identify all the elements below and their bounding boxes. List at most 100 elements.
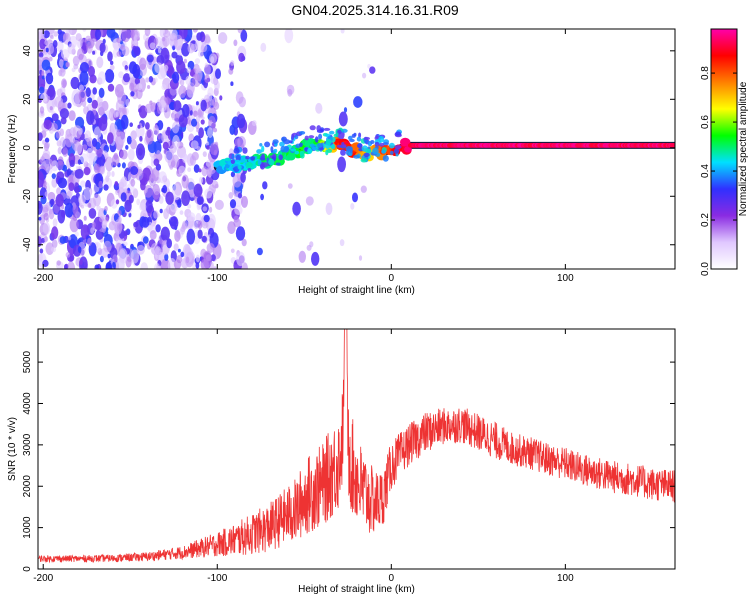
noise-blob	[102, 38, 106, 45]
noise-blob	[157, 133, 161, 140]
noise-blob	[195, 262, 200, 269]
noise-blob	[232, 174, 242, 188]
noise-blob	[230, 81, 234, 86]
noise-blob	[203, 214, 210, 223]
spectrogram-y-tick-label: 40	[22, 45, 33, 57]
noise-blob	[93, 163, 101, 174]
noise-blob	[77, 246, 82, 253]
noise-blob	[134, 77, 140, 85]
noise-blob	[153, 124, 159, 135]
noise-blob	[340, 29, 345, 34]
noise-blob	[176, 60, 186, 75]
noise-blob	[190, 140, 199, 150]
noise-blob	[125, 98, 130, 107]
noise-blob	[105, 156, 114, 172]
noise-blob	[83, 215, 87, 221]
ridge-scatter	[272, 139, 279, 145]
noise-blob	[350, 203, 355, 210]
noise-blob	[61, 78, 67, 89]
noise-blob	[68, 236, 72, 241]
noise-blob	[227, 221, 236, 235]
noise-blob	[114, 181, 119, 186]
noise-blob	[59, 128, 64, 137]
noise-blob	[213, 266, 217, 269]
noise-blob	[116, 222, 123, 232]
ridge-scatter	[323, 127, 331, 131]
noise-blob	[103, 240, 112, 253]
ridge-scatter	[363, 136, 370, 141]
noise-blob	[173, 34, 183, 51]
noise-blob	[145, 122, 150, 130]
noise-blob	[130, 30, 135, 38]
noise-blob	[153, 210, 159, 219]
noise-blob	[115, 199, 120, 205]
noise-blob	[187, 212, 196, 222]
snr-x-tick-label: -200	[33, 573, 53, 584]
noise-blob	[325, 202, 333, 215]
noise-blob	[130, 166, 139, 175]
noise-blob	[107, 132, 114, 145]
noise-blob	[72, 55, 80, 66]
noise-blob	[104, 205, 108, 212]
noise-blob	[187, 82, 195, 94]
noise-blob	[196, 146, 201, 151]
spectrogram-x-tick-label: 100	[557, 273, 574, 284]
noise-blob	[360, 185, 367, 193]
noise-blob	[130, 249, 140, 264]
noise-blob	[92, 138, 98, 147]
noise-blob	[116, 51, 122, 57]
noise-blob	[195, 101, 199, 106]
noise-blob	[219, 95, 223, 101]
noise-blob	[98, 116, 108, 132]
noise-blob	[101, 220, 108, 229]
noise-blob	[158, 171, 167, 184]
noise-blob	[96, 56, 104, 69]
noise-blob	[69, 217, 79, 233]
noise-blob	[136, 244, 145, 255]
noise-blob	[117, 210, 122, 217]
ridge-scatter	[311, 146, 319, 151]
noise-blob	[343, 107, 348, 113]
noise-blob	[91, 99, 99, 109]
noise-blob	[161, 29, 166, 34]
noise-blob	[42, 259, 49, 267]
ridge-scatter	[268, 158, 275, 166]
noise-blob	[145, 77, 150, 83]
snr-x-tick-label: -100	[207, 573, 227, 584]
noise-blob	[38, 52, 44, 58]
noise-blob	[315, 102, 323, 114]
noise-blob	[38, 253, 43, 262]
noise-blob	[99, 42, 106, 53]
noise-blob	[164, 253, 169, 261]
noise-blob	[163, 208, 170, 220]
ridge-scatter	[342, 144, 347, 148]
noise-blob	[38, 86, 45, 94]
spectrogram-x-tick-label: -100	[207, 273, 227, 284]
noise-blob	[155, 224, 161, 233]
noise-blob	[287, 88, 293, 97]
noise-blob	[305, 196, 314, 206]
ridge-scatter	[235, 154, 241, 162]
ridge-scatter	[304, 135, 309, 141]
noise-blob	[50, 34, 54, 40]
noise-blob	[144, 103, 153, 114]
noise-blob	[50, 198, 55, 206]
ridge-scatter	[290, 148, 297, 152]
snr-x-axis-label: Height of straight line (km)	[298, 584, 415, 595]
noise-blob	[206, 145, 211, 150]
snr-y-tick-label: 5000	[22, 351, 33, 374]
noise-blob	[236, 113, 246, 129]
noise-blob	[130, 178, 136, 187]
noise-blob	[192, 29, 198, 33]
noise-blob	[207, 127, 214, 138]
noise-blob	[92, 50, 96, 55]
noise-blob	[67, 43, 76, 55]
noise-blob	[306, 244, 312, 251]
noise-blob	[260, 42, 267, 53]
ridge-scatter	[378, 136, 385, 143]
noise-blob	[353, 96, 363, 108]
noise-blob	[71, 139, 81, 151]
noise-blob	[65, 252, 71, 258]
ridge-scatter	[307, 147, 312, 154]
